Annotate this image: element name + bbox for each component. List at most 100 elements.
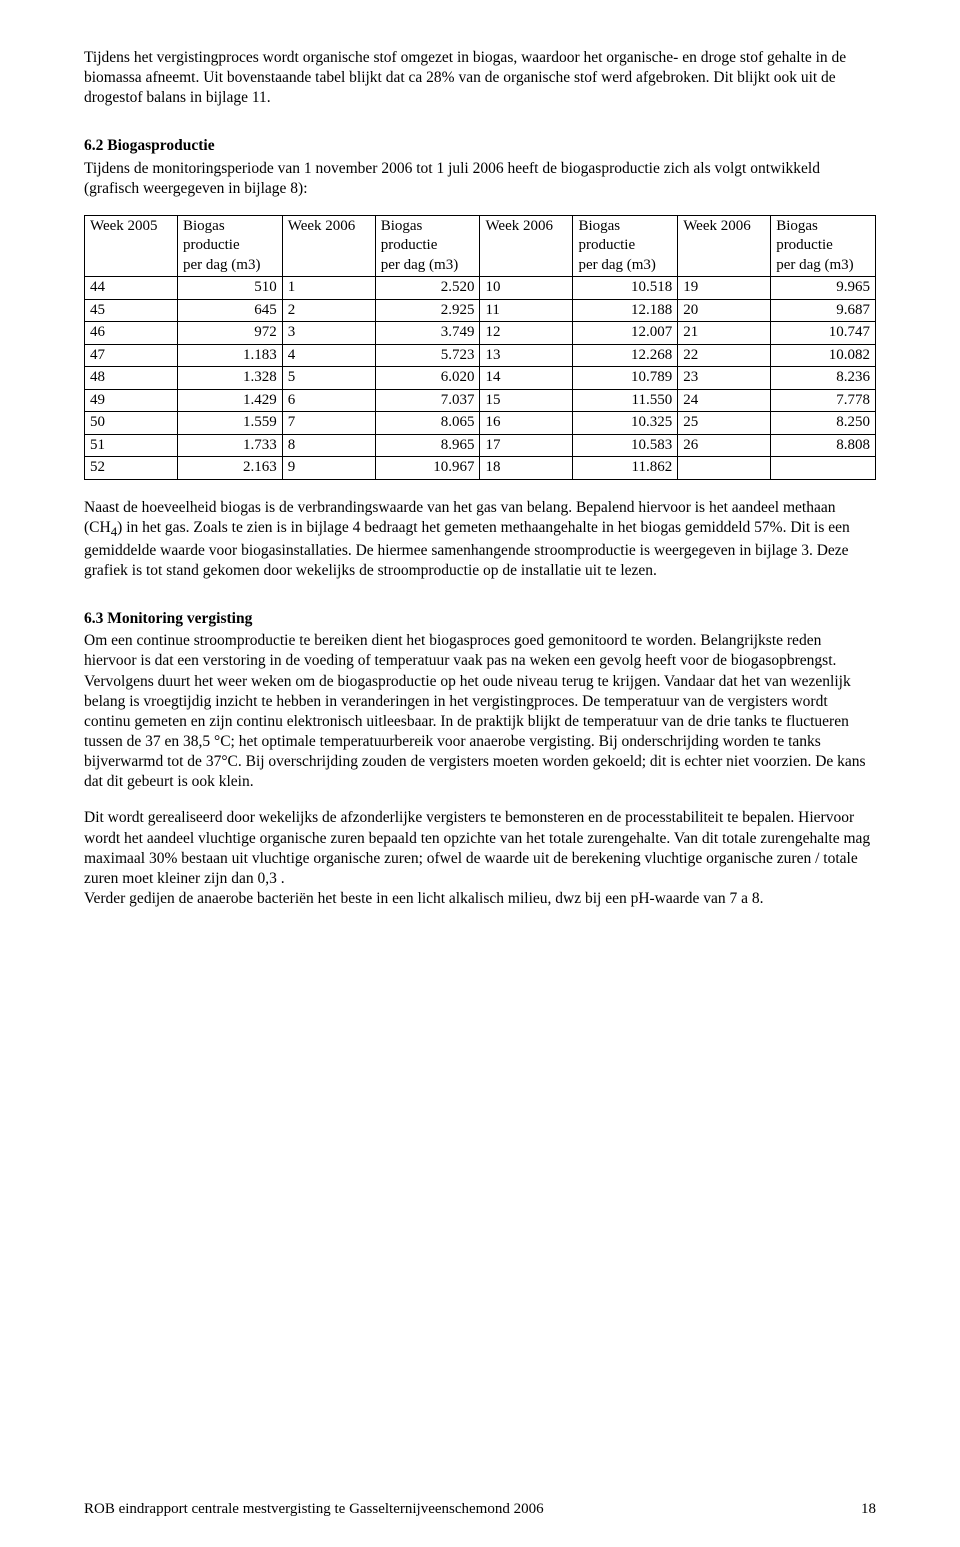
table-cell: 18: [480, 457, 573, 480]
table-cell: 1.429: [177, 389, 282, 412]
table-row: 511.73388.9651710.583268.808: [85, 434, 876, 457]
table-row: 522.163910.9671811.862: [85, 457, 876, 480]
header-text: Biogas: [183, 218, 225, 234]
para-6-3-b: Dit wordt gerealiseerd door wekelijks de…: [84, 808, 876, 889]
col-biogas-4: Biogas productie per dag (m3): [771, 215, 876, 277]
table-cell: 22: [678, 344, 771, 367]
table-cell: 20: [678, 299, 771, 322]
para-6-3-c: Verder gedijen de anaerobe bacteriën het…: [84, 889, 876, 909]
col-biogas-2: Biogas productie per dag (m3): [375, 215, 480, 277]
table-cell: 510: [177, 277, 282, 300]
table-row: 491.42967.0371511.550247.778: [85, 389, 876, 412]
table-cell: 12.188: [573, 299, 678, 322]
table-cell: 10.967: [375, 457, 480, 480]
header-text: productie: [183, 237, 240, 253]
header-text: Biogas: [578, 218, 620, 234]
table-cell: 2.520: [375, 277, 480, 300]
table-row: 481.32856.0201410.789238.236: [85, 367, 876, 390]
header-text: Week 2006: [683, 218, 751, 234]
heading-6-3: 6.3 Monitoring vergisting: [84, 609, 876, 629]
header-text: productie: [381, 237, 438, 253]
table-cell: 10.325: [573, 412, 678, 435]
table-cell: 6: [282, 389, 375, 412]
table-cell: 3.749: [375, 322, 480, 345]
table-cell: 48: [85, 367, 178, 390]
col-week-2005: Week 2005: [85, 215, 178, 277]
table-cell: 7.778: [771, 389, 876, 412]
table-cell: 52: [85, 457, 178, 480]
table-cell: 13: [480, 344, 573, 367]
table-cell: 5.723: [375, 344, 480, 367]
table-cell: 11.550: [573, 389, 678, 412]
table-cell: 12.268: [573, 344, 678, 367]
table-row: 471.18345.7231312.2682210.082: [85, 344, 876, 367]
table-cell: 9.687: [771, 299, 876, 322]
table-cell: 3: [282, 322, 375, 345]
table-cell: 49: [85, 389, 178, 412]
table-cell: 5: [282, 367, 375, 390]
header-text: Week 2006: [288, 218, 356, 234]
table-cell: 23: [678, 367, 771, 390]
table-cell: 1.733: [177, 434, 282, 457]
table-row: 4564522.9251112.188209.687: [85, 299, 876, 322]
col-week-2006-b: Week 2006: [480, 215, 573, 277]
table-cell: 2.925: [375, 299, 480, 322]
table-cell: 9: [282, 457, 375, 480]
table-cell: 17: [480, 434, 573, 457]
table-cell: 8.250: [771, 412, 876, 435]
table-cell: 19: [678, 277, 771, 300]
table-cell: 12: [480, 322, 573, 345]
para-6-2-methane: Naast de hoeveelheid biogas is de verbra…: [84, 498, 876, 581]
para-6-2-intro: Tijdens de monitoringsperiode van 1 nove…: [84, 159, 876, 199]
table-cell: 8.808: [771, 434, 876, 457]
table-cell: 972: [177, 322, 282, 345]
col-week-2006-c: Week 2006: [678, 215, 771, 277]
table-cell: 7: [282, 412, 375, 435]
table-cell: 9.965: [771, 277, 876, 300]
table-cell: 1.183: [177, 344, 282, 367]
table-cell: 10.518: [573, 277, 678, 300]
table-cell: 15: [480, 389, 573, 412]
text-fragment: ) in het gas. Zoals te zien is in bijlag…: [84, 519, 850, 579]
table-cell: 26: [678, 434, 771, 457]
table-cell: 10: [480, 277, 573, 300]
table-cell: 25: [678, 412, 771, 435]
header-text: Biogas: [776, 218, 818, 234]
table-cell: 1.328: [177, 367, 282, 390]
intro-paragraph: Tijdens het vergistingproces wordt organ…: [84, 48, 876, 108]
header-text: productie: [776, 237, 833, 253]
table-cell: 10.082: [771, 344, 876, 367]
header-text: Week 2005: [90, 218, 158, 234]
header-text: per dag (m3): [776, 257, 853, 273]
table-cell: 8: [282, 434, 375, 457]
table-cell: 11.862: [573, 457, 678, 480]
header-text: per dag (m3): [578, 257, 655, 273]
table-row: 4697233.7491212.0072110.747: [85, 322, 876, 345]
col-week-2006-a: Week 2006: [282, 215, 375, 277]
table-cell: 2: [282, 299, 375, 322]
page-number: 18: [861, 1500, 876, 1520]
table-cell: 645: [177, 299, 282, 322]
table-cell: [678, 457, 771, 480]
footer-text: ROB eindrapport centrale mestvergisting …: [84, 1500, 544, 1520]
header-text: productie: [578, 237, 635, 253]
table-cell: 8.965: [375, 434, 480, 457]
table-cell: 10.583: [573, 434, 678, 457]
table-cell: 8.236: [771, 367, 876, 390]
table-row: 4451012.5201010.518199.965: [85, 277, 876, 300]
table-cell: 6.020: [375, 367, 480, 390]
table-cell: 50: [85, 412, 178, 435]
table-cell: 4: [282, 344, 375, 367]
col-biogas-1: Biogas productie per dag (m3): [177, 215, 282, 277]
col-biogas-3: Biogas productie per dag (m3): [573, 215, 678, 277]
table-cell: 16: [480, 412, 573, 435]
table-cell: [771, 457, 876, 480]
header-text: Week 2006: [485, 218, 553, 234]
header-text: per dag (m3): [183, 257, 260, 273]
page-footer: ROB eindrapport centrale mestvergisting …: [84, 1500, 876, 1520]
biogas-production-table: Week 2005 Biogas productie per dag (m3) …: [84, 215, 876, 480]
table-cell: 14: [480, 367, 573, 390]
table-cell: 1.559: [177, 412, 282, 435]
table-cell: 11: [480, 299, 573, 322]
table-cell: 21: [678, 322, 771, 345]
